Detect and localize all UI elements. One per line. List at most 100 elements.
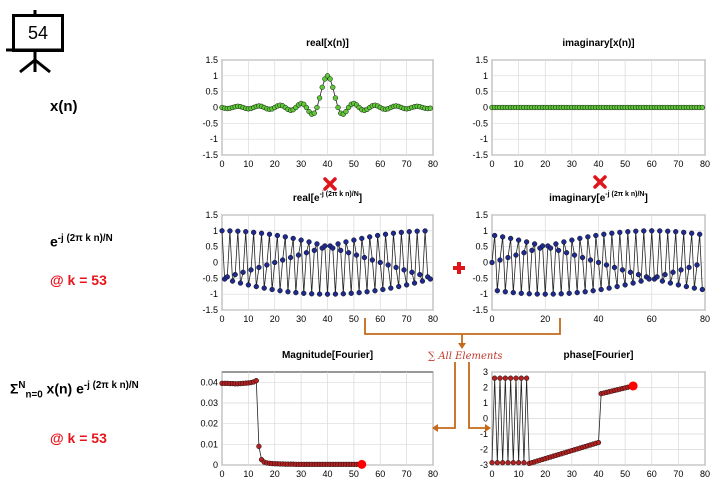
data-point (646, 276, 652, 282)
data-point (694, 262, 700, 268)
highlight-point (357, 459, 367, 469)
data-point (665, 228, 671, 234)
data-point (311, 247, 317, 254)
x-tick-label: 60 (647, 314, 657, 324)
data-point (563, 250, 570, 256)
data-point (601, 231, 607, 237)
x-tick-label: 50 (620, 159, 630, 169)
data-point (619, 267, 626, 273)
y-tick-label: -1.5 (472, 305, 488, 315)
data-point (614, 283, 620, 290)
data-point (697, 231, 703, 237)
data-point (609, 230, 615, 236)
x-tick-label: 60 (375, 159, 385, 169)
data-point (396, 283, 402, 290)
data-point (385, 262, 391, 268)
data-point (237, 280, 244, 286)
data-point (251, 229, 257, 236)
data-point (372, 288, 378, 294)
label-dft-sum: ΣNn=0 x(n) e-j (2π k n)/N (10, 380, 139, 400)
multiply-stroke (593, 175, 607, 189)
data-point (338, 247, 344, 254)
data-point (489, 460, 495, 466)
y-tick-label: -1.5 (202, 305, 218, 315)
data-point (311, 110, 317, 116)
x-tick-label: 30 (296, 159, 306, 169)
x-tick-label: 0 (489, 159, 494, 169)
y-tick-label: -1 (480, 134, 488, 144)
data-point (343, 108, 349, 115)
y-tick-label: 1 (213, 71, 218, 81)
sum-exp: -j (2π k n)/N (83, 380, 139, 391)
orange-flow-lines (364, 318, 561, 432)
y-tick-label: 0.5 (205, 87, 218, 97)
data-point (662, 271, 668, 278)
data-point (571, 252, 578, 258)
data-point (526, 291, 532, 297)
chart-title-text: imaginary[e (549, 193, 606, 204)
data-point (691, 285, 697, 291)
data-point (641, 228, 647, 234)
x-tick-label: 40 (593, 159, 603, 169)
data-point (235, 228, 241, 234)
data-point (245, 282, 252, 288)
data-point (587, 257, 594, 263)
data-point (303, 250, 310, 256)
data-point (332, 95, 339, 101)
data-point (593, 232, 599, 239)
y-tick-label: 1.5 (205, 55, 218, 65)
data-point (359, 235, 365, 242)
data-point (427, 105, 434, 111)
data-point (489, 259, 495, 266)
data-point (427, 276, 434, 282)
x-tick-label: 80 (428, 469, 438, 479)
data-point (248, 267, 254, 273)
presentation-board-icon (6, 10, 64, 74)
sum-sup: N (18, 380, 26, 391)
data-point (314, 241, 320, 247)
x-tick-label: 10 (243, 469, 253, 479)
data-point (369, 257, 375, 263)
data-point (224, 274, 230, 280)
data-point (558, 291, 564, 297)
y-tick-label: -1 (210, 289, 218, 299)
data-point (316, 291, 323, 297)
data-point (401, 267, 407, 273)
x-tick-label: 50 (349, 314, 359, 324)
data-point (272, 259, 278, 266)
data-point (277, 288, 283, 294)
data-point (673, 229, 679, 235)
data-point (566, 290, 572, 296)
data-point (232, 271, 238, 278)
y-tick-label: 1.5 (205, 210, 218, 220)
y-tick-label: -1.5 (202, 150, 218, 160)
y-tick-label: -2 (480, 445, 488, 455)
data-point (361, 254, 368, 261)
data-point (403, 282, 410, 288)
y-tick-label: -1 (480, 429, 488, 439)
data-point (675, 282, 682, 288)
multiply-icon (323, 177, 337, 191)
to-magnitude-line (438, 362, 456, 429)
y-tick-label: 0.5 (205, 242, 218, 252)
chart-title-text: real[e (293, 193, 320, 204)
data-point (699, 286, 705, 293)
data-point (367, 234, 373, 240)
data-point (531, 241, 538, 247)
data-point (539, 243, 546, 249)
chart-title-sup: -j (2π k n)/N (605, 191, 644, 198)
data-point (625, 229, 631, 235)
x-tick-label: 60 (647, 469, 657, 479)
data-point (492, 232, 498, 239)
chart-title-sup: -j (2π k n)/N (320, 191, 359, 198)
data-point (374, 232, 381, 239)
y-tick-label: 1 (483, 226, 488, 236)
to-phase-line (468, 362, 485, 429)
x-tick-label: 0 (219, 159, 224, 169)
chart-title-end: ] (645, 193, 648, 204)
data-point (351, 237, 357, 243)
chart-title-end: ] (359, 193, 362, 204)
data-point (414, 228, 420, 234)
data-point (654, 274, 660, 280)
chart-title: imaginary[x(n)] (562, 38, 634, 49)
